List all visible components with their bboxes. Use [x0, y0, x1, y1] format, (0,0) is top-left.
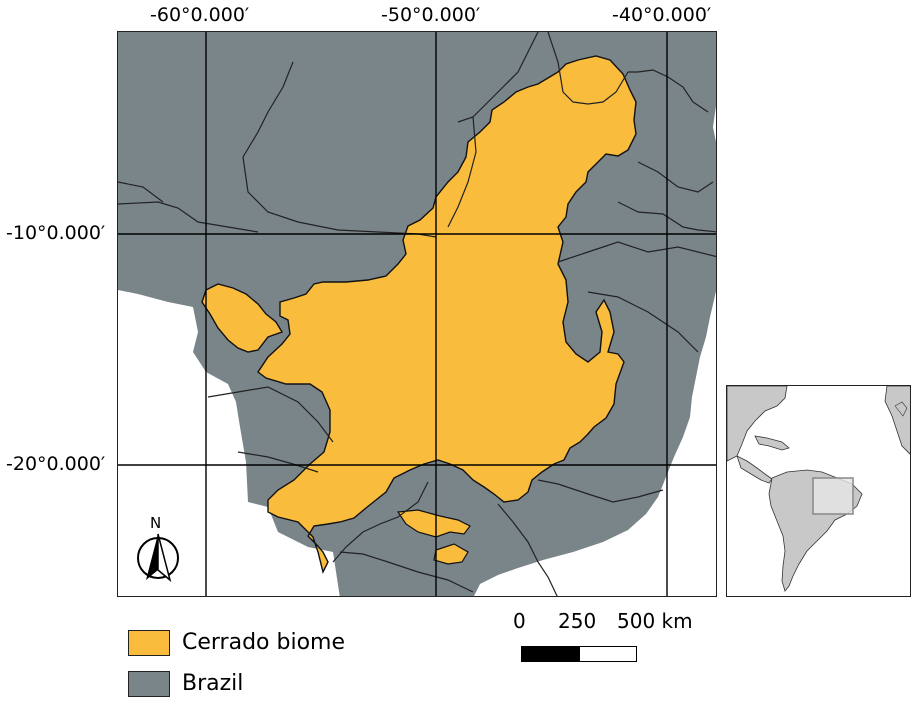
- graticule-lines: [118, 32, 716, 596]
- scale-bar-white-segment: [579, 646, 637, 662]
- scale-tick-500km: 500 km: [617, 609, 693, 633]
- legend-label-brazil: Brazil: [182, 671, 244, 696]
- south-america-locator-icon: [727, 386, 910, 596]
- north-arrow-label: N: [150, 514, 162, 532]
- longitude-label-60w: -60°0.000′: [150, 4, 250, 26]
- main-map-canvas: [118, 32, 716, 596]
- ocean-area: [474, 106, 716, 596]
- longitude-label-50w: -50°0.000′: [381, 4, 481, 26]
- state-borders: [118, 32, 716, 596]
- cerrado-fragment-south: [396, 509, 471, 565]
- legend-swatch-cerrado: [128, 630, 170, 656]
- latitude-label-20s: -20°0.000′: [6, 453, 106, 475]
- legend-label-cerrado: Cerrado biome: [182, 630, 346, 655]
- inset-locator-map: [726, 385, 911, 597]
- scale-tick-0: 0: [513, 609, 526, 633]
- north-arrow: N: [134, 514, 182, 584]
- legend-swatch-brazil: [128, 671, 170, 697]
- longitude-label-40w: -40°0.000′: [612, 4, 712, 26]
- outside-region-southwest: [118, 290, 340, 596]
- scale-tick-250: 250: [558, 609, 597, 633]
- scale-bar-black-segment: [521, 646, 580, 662]
- latitude-label-10s: -10°0.000′: [6, 222, 106, 244]
- main-map: N: [117, 31, 717, 597]
- north-arrow-icon: [137, 533, 179, 583]
- cerrado-biome: [201, 55, 637, 575]
